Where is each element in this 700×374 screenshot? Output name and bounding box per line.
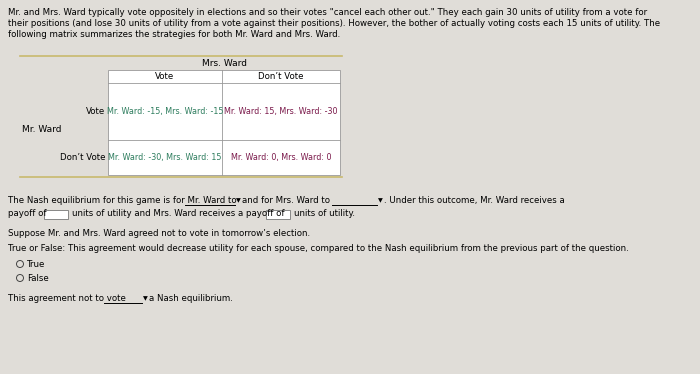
Text: This agreement not to vote: This agreement not to vote xyxy=(8,294,126,303)
Text: units of utility.: units of utility. xyxy=(294,209,355,218)
Text: Vote: Vote xyxy=(155,72,174,81)
Text: Vote: Vote xyxy=(85,107,105,116)
Text: Mr. Ward: 0, Mrs. Ward: 0: Mr. Ward: 0, Mrs. Ward: 0 xyxy=(231,153,331,162)
Text: ▼: ▼ xyxy=(236,199,241,203)
Text: True: True xyxy=(27,260,46,269)
Text: . Under this outcome, Mr. Ward receives a: . Under this outcome, Mr. Ward receives … xyxy=(384,196,565,205)
Text: following matrix summarizes the strategies for both Mr. Ward and Mrs. Ward.: following matrix summarizes the strategi… xyxy=(8,30,340,39)
FancyBboxPatch shape xyxy=(108,70,340,175)
Text: Mr. Ward: -15, Mrs. Ward: -15: Mr. Ward: -15, Mrs. Ward: -15 xyxy=(106,107,223,116)
Text: Suppose Mr. and Mrs. Ward agreed not to vote in tomorrow’s election.: Suppose Mr. and Mrs. Ward agreed not to … xyxy=(8,229,310,238)
Text: Mr. Ward: 15, Mrs. Ward: -30: Mr. Ward: 15, Mrs. Ward: -30 xyxy=(224,107,337,116)
Text: Mr. and Mrs. Ward typically vote oppositely in elections and so their votes "can: Mr. and Mrs. Ward typically vote opposit… xyxy=(8,8,647,17)
Text: True or False: This agreement would decrease utility for each spouse, compared t: True or False: This agreement would decr… xyxy=(8,244,629,253)
Text: Don’t Vote: Don’t Vote xyxy=(258,72,304,81)
Text: Mr. Ward: Mr. Ward xyxy=(22,125,62,134)
Text: The Nash equilibrium for this game is for Mr. Ward to: The Nash equilibrium for this game is fo… xyxy=(8,196,237,205)
Text: False: False xyxy=(27,274,49,283)
Text: their positions (and lose 30 units of utility from a vote against their position: their positions (and lose 30 units of ut… xyxy=(8,19,660,28)
Text: Don’t Vote: Don’t Vote xyxy=(60,153,105,162)
Text: Mrs. Ward: Mrs. Ward xyxy=(202,58,246,67)
FancyBboxPatch shape xyxy=(266,209,290,218)
Text: Mr. Ward: -30, Mrs. Ward: 15: Mr. Ward: -30, Mrs. Ward: 15 xyxy=(108,153,222,162)
Text: ▼: ▼ xyxy=(143,297,148,301)
FancyBboxPatch shape xyxy=(44,209,68,218)
Text: ▼: ▼ xyxy=(378,199,383,203)
Text: a Nash equilibrium.: a Nash equilibrium. xyxy=(149,294,233,303)
Text: payoff of: payoff of xyxy=(8,209,46,218)
Text: and for Mrs. Ward to: and for Mrs. Ward to xyxy=(242,196,330,205)
Text: units of utility and Mrs. Ward receives a payoff of: units of utility and Mrs. Ward receives … xyxy=(72,209,284,218)
